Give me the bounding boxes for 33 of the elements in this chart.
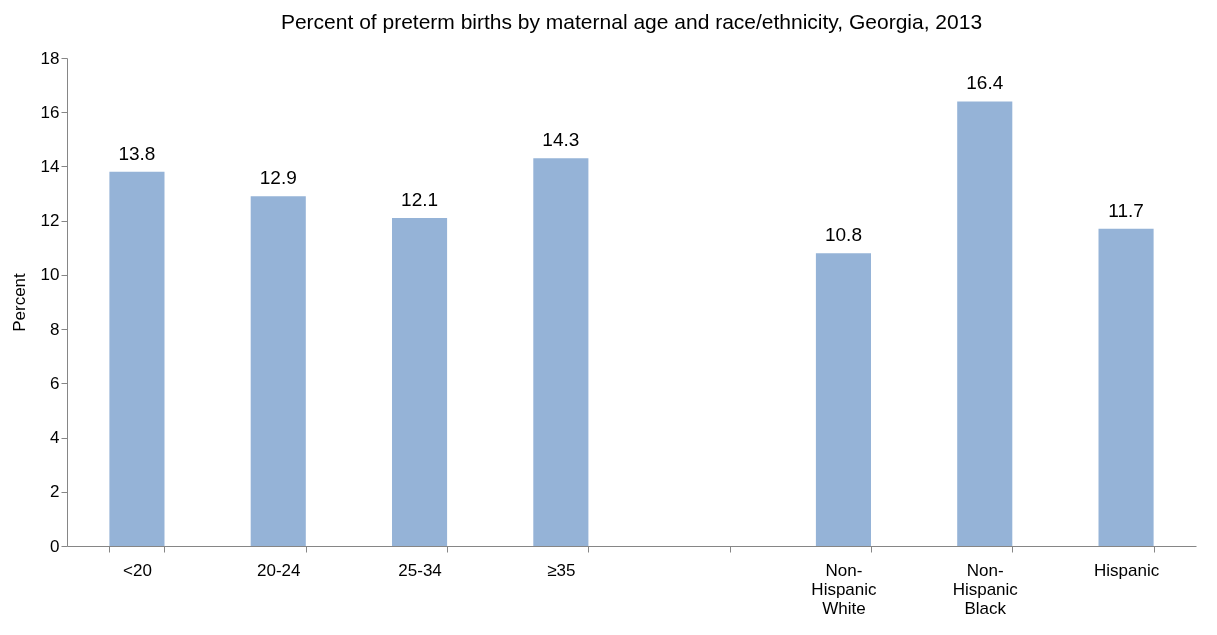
x-tick-label: Hispanic xyxy=(1093,560,1160,580)
data-label: 11.7 xyxy=(1108,199,1144,221)
y-tick-label: 6 xyxy=(50,373,60,393)
x-tick-label: ≥35 xyxy=(547,560,576,580)
data-label: 13.8 xyxy=(118,142,156,164)
x-tick-label: Non-Hispanic Black xyxy=(952,560,1019,618)
bar xyxy=(109,171,165,546)
x-tick-label: <20 xyxy=(123,560,152,580)
x-tick-label: 25-34 xyxy=(398,560,442,580)
chart-title: Percent of preterm births by maternal age and race/ethnicity, Georgia, 2013 xyxy=(280,10,983,33)
bar xyxy=(815,253,872,546)
y-tick-label: 18 xyxy=(40,48,60,68)
data-label: 14.3 xyxy=(542,129,580,151)
bar xyxy=(391,217,448,546)
y-tick-label: 0 xyxy=(50,536,60,556)
bar xyxy=(533,158,589,546)
x-tick-label: Non-Hispanic White xyxy=(811,560,878,618)
bar xyxy=(250,196,306,546)
x-tick-label: 20-24 xyxy=(257,560,301,580)
y-tick-label: 2 xyxy=(50,482,60,502)
data-label: 12.1 xyxy=(401,188,439,210)
bar xyxy=(957,101,1013,546)
y-tick-label: 12 xyxy=(40,211,60,231)
y-tick-label: 8 xyxy=(50,319,60,339)
bar xyxy=(1098,228,1154,546)
data-label: 12.9 xyxy=(259,167,297,189)
y-axis-title: Percent xyxy=(9,272,29,332)
y-tick-label: 14 xyxy=(40,156,60,176)
y-tick-label: 16 xyxy=(40,102,60,122)
data-label: 16.4 xyxy=(966,72,1004,94)
y-tick-label: 10 xyxy=(40,265,60,285)
data-label: 10.8 xyxy=(824,224,862,246)
y-tick-label: 4 xyxy=(50,428,60,448)
